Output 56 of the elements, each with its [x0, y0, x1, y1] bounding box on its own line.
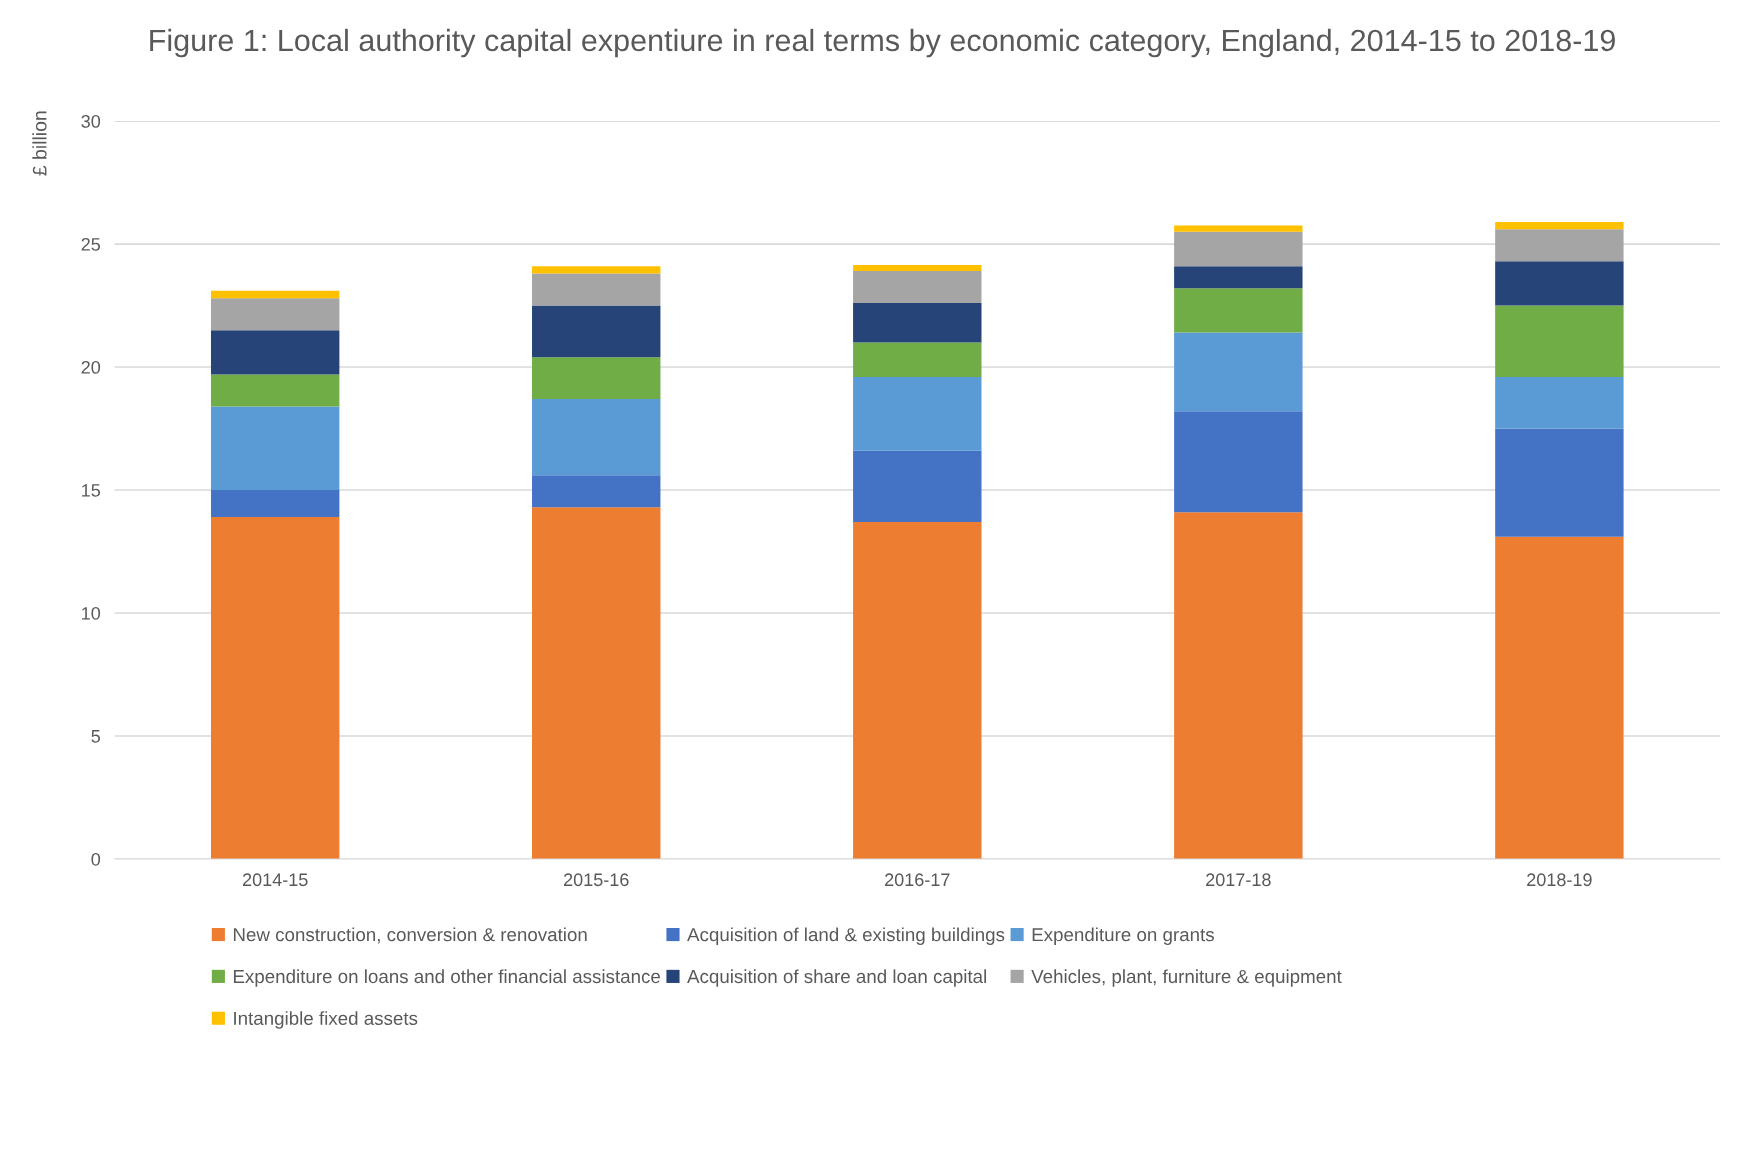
bar [532, 266, 661, 274]
x-tick-label: 2018-19 [1527, 873, 1592, 887]
bar [210, 374, 340, 407]
y-tick-label: 25 [81, 237, 101, 251]
chart-title: Figure 1: Local authority capital expentiure in real terms by economic category, England, 2014-15 to 2018-19 [150, 28, 1615, 58]
bar [210, 290, 340, 299]
bar [532, 357, 661, 400]
bar [853, 303, 982, 343]
bar [210, 298, 340, 331]
bar [1174, 225, 1303, 232]
y-tick-label: 30 [81, 115, 101, 128]
bar [1495, 376, 1624, 429]
bar [1495, 536, 1624, 859]
bar [532, 399, 661, 476]
bar [853, 522, 982, 859]
bar [210, 490, 340, 518]
bar [1174, 332, 1303, 412]
bar [1174, 288, 1303, 333]
bar [853, 271, 982, 304]
bar [532, 475, 661, 508]
y-tick-label: 20 [81, 360, 101, 374]
legend-label: Acquisition of land & existing buildings [687, 927, 1005, 945]
bar [1174, 266, 1303, 289]
bar [853, 264, 982, 272]
bar [210, 330, 340, 375]
bar [210, 517, 340, 859]
bar [532, 507, 661, 859]
legend-label: Expenditure on grants [1032, 927, 1214, 945]
bar [1495, 229, 1624, 262]
y-tick-label: 5 [91, 730, 101, 743]
y-tick-label: 0 [91, 852, 101, 866]
bar [853, 450, 982, 522]
bar [853, 376, 982, 451]
legend-label: Vehicles, plant, furniture & equipment [1031, 969, 1342, 987]
y-axis-title: £ billion [32, 111, 47, 176]
bar [1174, 411, 1303, 513]
bar [210, 406, 340, 491]
x-tick-label: 2016-17 [885, 873, 950, 887]
bar [532, 305, 661, 358]
bar [1495, 305, 1624, 377]
x-tick-label: 2014-15 [242, 873, 308, 887]
bar [853, 342, 982, 377]
bar [1174, 512, 1303, 859]
bar [1174, 231, 1303, 267]
y-tick-label: 10 [82, 606, 101, 620]
legend-label: Intangible fixed assets [234, 1011, 418, 1029]
legend-label: New construction, conversion & renovation [233, 927, 587, 944]
bar [1495, 221, 1624, 230]
bar [1495, 428, 1624, 537]
x-tick-label: 2015-16 [564, 873, 629, 887]
legend-label: Expenditure on loans and other financial assistance [233, 969, 660, 987]
x-tick-label: 2017-18 [1206, 873, 1271, 887]
bar [532, 273, 661, 306]
legend-label: Acquisition of share and loan capital [687, 969, 986, 987]
y-tick-label: 15 [82, 484, 101, 497]
bar [1495, 261, 1624, 306]
